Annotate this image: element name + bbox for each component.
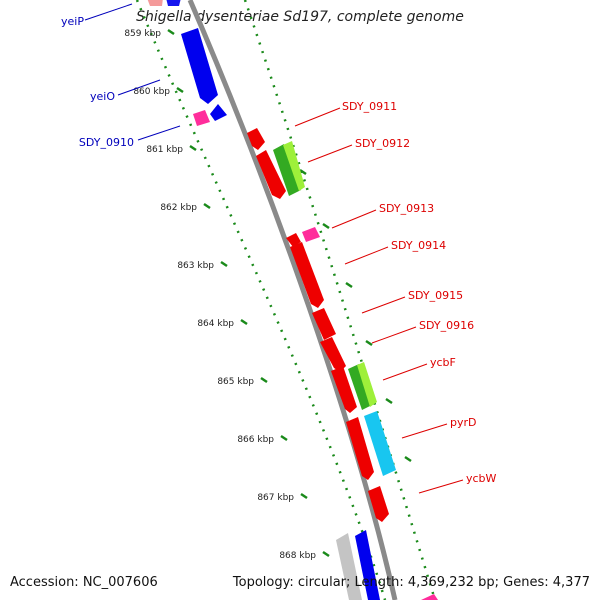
callout-line [137, 125, 181, 141]
scale-ticks [167, 28, 412, 558]
scale-label: 861 kbp [146, 145, 183, 155]
scale-tick [167, 28, 175, 36]
gene-label-SDY_0914[interactable]: SDY_0914 [391, 239, 446, 252]
ring-tick [404, 455, 412, 463]
ring-tick [345, 281, 353, 289]
scale-tick [189, 144, 197, 152]
gene-callouts: yeiP yeiO SDY_0910 SDY_0911 SDY_0912 SDY_0913… [61, 3, 497, 494]
gene-SDY_0910[interactable] [193, 110, 210, 126]
callout-line [382, 363, 428, 381]
callout-line [117, 79, 161, 96]
ring-tick [322, 222, 330, 230]
gene-label-SDY_0913[interactable]: SDY_0913 [379, 202, 434, 215]
scale-label: 862 kbp [160, 203, 197, 213]
gene-label-SDY_0911[interactable]: SDY_0911 [342, 100, 397, 113]
reverse-strand-features [247, 128, 438, 600]
callout-line [401, 423, 448, 439]
gene-yeiO-fragment[interactable] [210, 104, 227, 121]
outer-dotted-ring [135, 0, 387, 600]
callout-line [344, 246, 389, 265]
gene-SDY_0915[interactable] [312, 308, 336, 340]
gene-ycbF[interactable] [331, 366, 357, 413]
accession-text: Accession: NC_007606 [10, 575, 158, 590]
scale-label: 860 kbp [133, 87, 170, 97]
gene-salmon-top[interactable] [147, 0, 163, 6]
scale-label: 864 kbp [197, 319, 234, 329]
gene-lime-2[interactable] [357, 362, 377, 407]
gene-label-SDY_0912[interactable]: SDY_0912 [355, 137, 410, 150]
callout-line [307, 144, 353, 163]
gene-green-1[interactable] [273, 144, 301, 196]
callout-line [294, 107, 341, 127]
scale-tick [176, 86, 184, 94]
gene-pyrD[interactable] [346, 417, 374, 480]
gene-label-ycbF[interactable]: ycbF [430, 356, 456, 369]
scale-label: 868 kbp [279, 551, 316, 561]
scale-tick [203, 202, 211, 210]
genome-backbone [187, 0, 398, 600]
scale-tick [260, 376, 268, 384]
gene-label-SDY_0910[interactable]: SDY_0910 [79, 136, 134, 149]
scale-label: 863 kbp [177, 261, 214, 271]
scale-labels: 859 kbp 860 kbp 861 kbp 862 kbp 863 kbp 864 k… [124, 29, 316, 561]
gene-blue-bottom[interactable] [355, 530, 380, 600]
gene-SDY_0912[interactable] [256, 150, 286, 199]
forward-strand-features [147, 0, 380, 600]
gene-label-SDY_0916[interactable]: SDY_0916 [419, 319, 474, 332]
scale-tick [240, 318, 248, 326]
genome-summary-text: Topology: circular; Length: 4,369,232 bp… [232, 575, 590, 590]
callout-line [84, 3, 133, 21]
gene-SDY_0911[interactable] [247, 128, 265, 150]
ring-tick [299, 168, 307, 176]
scale-label: 859 kbp [124, 29, 161, 39]
gene-lime-1[interactable] [283, 141, 305, 191]
callout-line [418, 479, 464, 494]
scale-label: 867 kbp [257, 493, 294, 503]
callout-line [361, 296, 406, 314]
gene-pink-bottom[interactable] [421, 594, 438, 600]
gene-cyan[interactable] [364, 411, 396, 476]
gene-SDY_0916[interactable] [320, 337, 346, 372]
gene-label-yeiP[interactable]: yeiP [61, 15, 84, 28]
inner-dotted-ring [243, 0, 437, 600]
gene-label-pyrD[interactable]: pyrD [450, 416, 477, 429]
gene-ycbW[interactable] [368, 486, 389, 522]
ring-tick [385, 397, 393, 405]
gene-pink-2[interactable] [302, 227, 320, 242]
gene-SDY_0913[interactable] [286, 233, 301, 247]
gene-green-2[interactable] [348, 364, 372, 410]
scale-label: 865 kbp [217, 377, 254, 387]
gene-yeiP[interactable] [166, 0, 181, 6]
gene-yeiO[interactable] [181, 28, 218, 104]
scale-label: 866 kbp [237, 435, 274, 445]
gene-label-yeiO[interactable]: yeiO [90, 90, 115, 103]
ring-tick [365, 339, 373, 347]
scale-tick [300, 492, 308, 500]
scale-tick [322, 550, 330, 558]
gene-gray-bottom[interactable] [336, 533, 362, 600]
callout-line [371, 326, 417, 344]
gene-SDY_0914[interactable] [290, 242, 324, 308]
gene-label-SDY_0915[interactable]: SDY_0915 [408, 289, 463, 302]
genome-title: Shigella dysenteriae Sd197, complete gen… [136, 9, 464, 25]
callout-line [331, 209, 377, 229]
scale-tick [280, 434, 288, 442]
scale-tick [220, 260, 228, 268]
gene-label-ycbW[interactable]: ycbW [466, 472, 497, 485]
